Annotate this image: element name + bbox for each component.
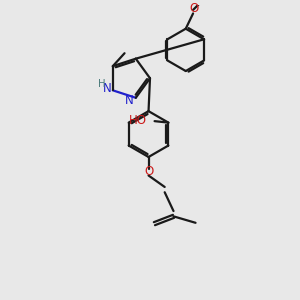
Text: N: N bbox=[125, 94, 134, 107]
Text: HO: HO bbox=[129, 114, 147, 127]
Text: N: N bbox=[103, 82, 112, 95]
Text: H: H bbox=[98, 79, 105, 89]
Text: O: O bbox=[145, 165, 154, 178]
Text: O: O bbox=[189, 2, 198, 15]
